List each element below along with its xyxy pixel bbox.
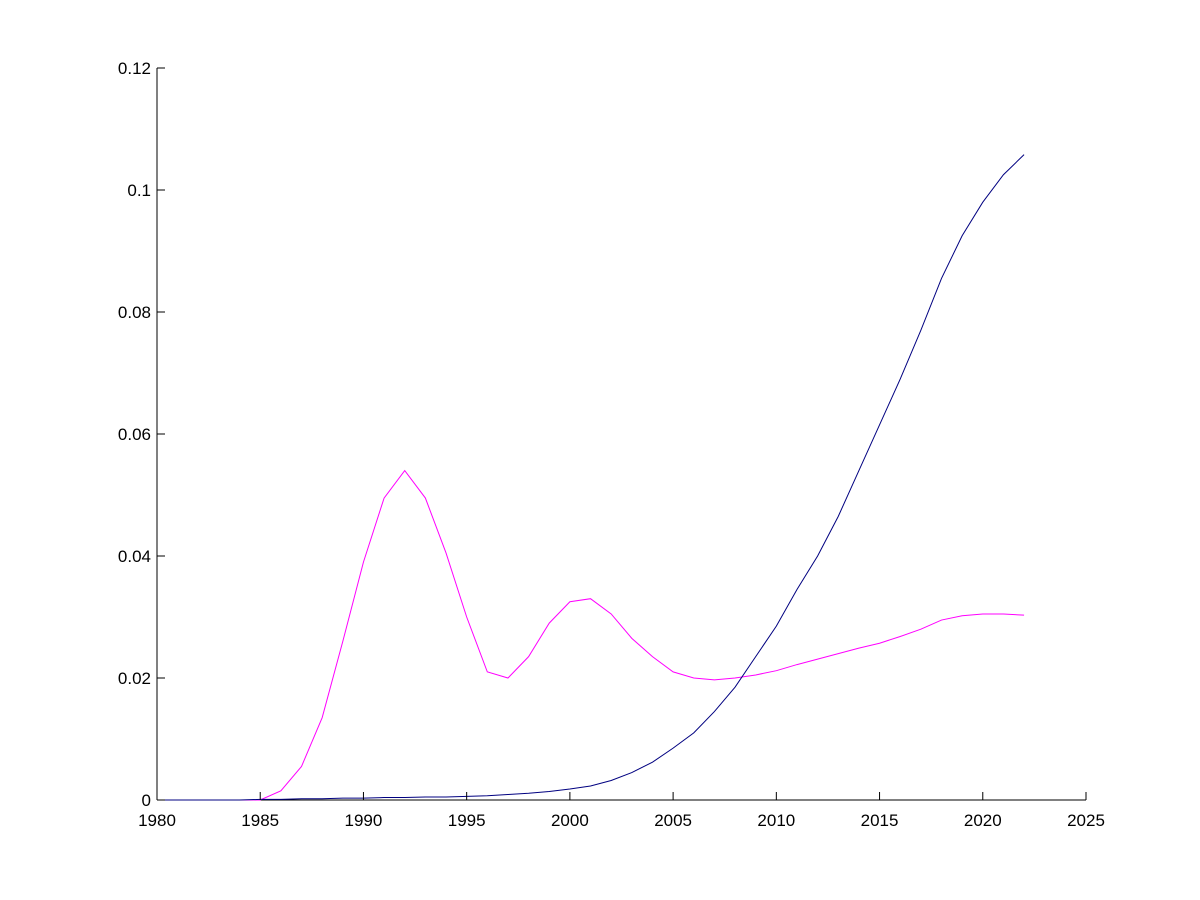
x-tick-label: 1980 [138, 811, 176, 830]
x-tick-label: 1985 [241, 811, 279, 830]
x-tick-label: 1995 [448, 811, 486, 830]
series-layer [157, 154, 1025, 801]
y-tick-label: 0.1 [127, 181, 151, 200]
y-tick-label: 0.08 [118, 303, 151, 322]
ticks: 1980 1985 1990 1995 2000 2005 2010 2015 2020 2025… [118, 59, 1105, 830]
y-tick-label: 0.06 [118, 425, 151, 444]
y-tick-label: 0.02 [118, 669, 151, 688]
x-tick-label: 1990 [345, 811, 383, 830]
y-tick-label: 0.04 [118, 547, 151, 566]
x-tick-label: 2010 [757, 811, 795, 830]
x-tick-label: 2000 [551, 811, 589, 830]
y-tick-label: 0 [142, 791, 151, 810]
x-tick-label: 2005 [654, 811, 692, 830]
series-line-1 [157, 469, 1025, 801]
series-line-2 [157, 154, 1025, 801]
x-tick-label: 2025 [1067, 811, 1105, 830]
x-tick-label: 2015 [861, 811, 899, 830]
x-tick-label: 2020 [964, 811, 1002, 830]
y-tick-label: 0.12 [118, 59, 151, 78]
axes [156, 68, 1086, 801]
